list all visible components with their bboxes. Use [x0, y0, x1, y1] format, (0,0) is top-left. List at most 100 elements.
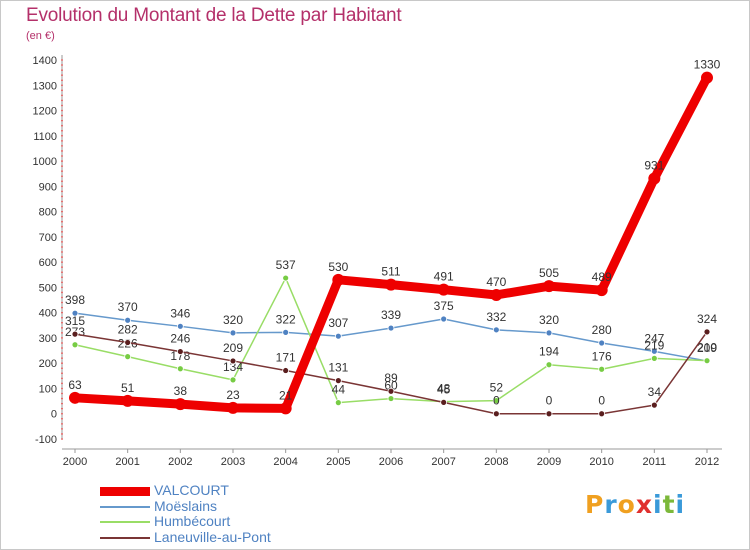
data-point — [121, 394, 134, 407]
data-label: 489 — [592, 270, 612, 284]
data-label: 322 — [276, 312, 296, 326]
y-axis-minor-dot — [61, 372, 63, 375]
data-label: 398 — [65, 293, 85, 307]
y-axis-minor-dot — [61, 331, 63, 334]
x-tick-label: 2008 — [484, 456, 508, 468]
data-label: 0 — [546, 394, 553, 408]
data-point — [650, 354, 658, 362]
y-axis-minor-dot — [61, 256, 63, 258]
chart-title: Evolution du Montant de la Dette par Hab… — [26, 5, 402, 26]
legend-swatch — [100, 521, 150, 523]
y-axis-minor-dot — [61, 185, 63, 188]
data-label: 176 — [592, 349, 612, 363]
y-axis-minor-dot — [61, 261, 63, 264]
y-axis-minor-dot — [61, 114, 63, 117]
y-axis-minor-dot — [61, 438, 63, 440]
data-point — [71, 309, 79, 317]
y-axis-minor-dot — [61, 291, 63, 294]
data-label: 931 — [644, 159, 664, 173]
y-axis-minor-dot — [61, 94, 63, 97]
data-point — [650, 401, 658, 409]
x-tick-label: 2003 — [221, 456, 245, 468]
data-label: 315 — [65, 314, 85, 328]
data-point — [124, 353, 132, 361]
y-axis-minor-dot — [61, 215, 63, 218]
data-point — [334, 332, 342, 340]
data-label: 491 — [434, 270, 454, 284]
legend-label: VALCOURT — [154, 482, 229, 498]
y-axis-minor-dot — [61, 276, 63, 279]
y-tick-label: 300 — [39, 333, 57, 345]
data-point — [385, 278, 397, 291]
data-point — [492, 326, 500, 334]
y-tick-label: 1300 — [33, 80, 57, 92]
y-tick-label: 200 — [39, 358, 57, 370]
logo-letter: i — [675, 490, 686, 519]
data-label: 0 — [493, 394, 500, 408]
data-point — [332, 273, 345, 286]
y-axis-minor-dot — [61, 129, 63, 132]
data-point — [492, 410, 500, 418]
legend-label: Moëslains — [154, 497, 218, 514]
y-axis-minor-dot — [61, 195, 63, 198]
y-tick-label: 800 — [39, 207, 57, 219]
y-axis-minor-dot — [61, 150, 63, 152]
y-axis-minor-dot — [61, 79, 63, 82]
x-tick-label: 2009 — [537, 456, 561, 468]
y-axis-minor-dot — [61, 427, 63, 430]
y-axis-minor-dot — [61, 347, 63, 349]
y-axis-minor-dot — [61, 59, 63, 61]
y-axis-minor-dot — [61, 119, 63, 122]
data-label: 194 — [539, 345, 559, 359]
y-axis-minor-dot — [61, 139, 63, 142]
data-label: 320 — [223, 313, 243, 327]
y-axis-minor-dot — [61, 422, 63, 425]
y-axis-minor-dot — [61, 271, 63, 274]
y-axis-minor-dot — [61, 134, 63, 137]
x-tick-label: 2005 — [326, 456, 350, 468]
data-label: 209 — [223, 341, 243, 355]
data-point — [124, 316, 132, 324]
y-axis-minor-dot — [61, 160, 63, 162]
y-axis-minor-dot — [61, 230, 63, 233]
y-axis-minor-dot — [61, 155, 63, 157]
y-tick-label: 1400 — [33, 55, 57, 67]
data-label: 210 — [697, 341, 717, 355]
y-axis-minor-dot — [61, 387, 63, 390]
data-point — [227, 401, 239, 414]
x-tick-label: 2001 — [115, 456, 139, 468]
data-point — [440, 315, 448, 323]
y-axis-minor-dot — [61, 362, 63, 365]
y-axis-minor-dot — [61, 412, 63, 415]
data-point — [387, 324, 395, 332]
y-axis-minor-dot — [61, 241, 63, 243]
data-label: 530 — [328, 260, 348, 274]
data-label: 51 — [121, 381, 135, 395]
y-axis-minor-dot — [61, 337, 63, 339]
y-axis-minor-dot — [61, 281, 63, 284]
y-axis-minor-dot — [61, 301, 63, 304]
data-label: 370 — [118, 300, 138, 314]
data-label: 134 — [223, 360, 243, 374]
data-point — [229, 357, 237, 365]
y-axis-minor-dot — [61, 175, 63, 178]
y-axis-minor-dot — [61, 382, 63, 385]
logo-letter: i — [653, 490, 663, 519]
data-label: 23 — [226, 388, 240, 402]
y-axis-minor-dot — [61, 124, 63, 127]
data-point — [545, 361, 553, 369]
y-axis-minor-dot — [61, 326, 63, 329]
y-axis-minor-dot — [61, 342, 63, 344]
y-tick-label: 700 — [39, 232, 57, 244]
y-axis-minor-dot — [61, 266, 63, 269]
y-tick-label: 1200 — [33, 106, 57, 118]
logo-letter: t — [662, 490, 676, 519]
data-point — [598, 410, 606, 418]
data-label: 339 — [381, 308, 401, 322]
x-tick-label: 2010 — [589, 456, 613, 468]
y-axis-minor-dot — [61, 64, 63, 66]
data-point — [703, 328, 711, 336]
data-label: 1330 — [694, 58, 721, 72]
y-axis-minor-dot — [61, 225, 63, 228]
